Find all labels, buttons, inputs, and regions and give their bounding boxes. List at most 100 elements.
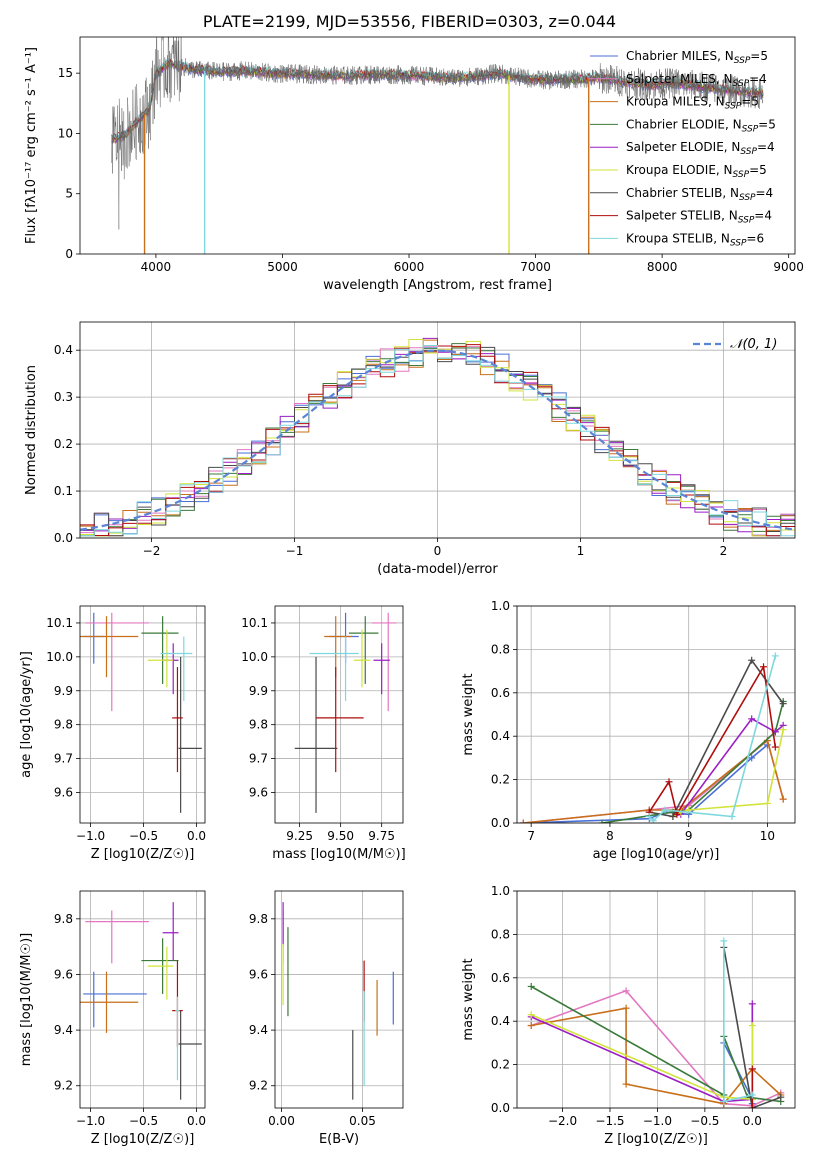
chart-mass_vs_Z: −1.0 −0.5 0.0 9.2 9.4 9.6 9.8 Z [log10(Z/Z☉)] ma… <box>19 890 206 1147</box>
legend-text: Kroupa STELIB, N <box>626 231 730 245</box>
legend-label: Kroupa MILES, NSSP=5 <box>626 95 759 112</box>
x-tick-label: −1 <box>286 544 304 558</box>
x-tick-label: 0.0 <box>743 1114 762 1128</box>
axes-frame <box>274 890 404 1109</box>
series-line-chabrier_elodie <box>530 985 781 1103</box>
series-marker <box>748 1091 756 1099</box>
legend-label: Salpeter ELODIE, NSSP=4 <box>626 140 775 157</box>
plot-area <box>282 902 394 1100</box>
errorbar-point <box>85 612 149 712</box>
x-axis-label: mass [log10(M/M☉)] <box>272 847 405 862</box>
y-axis-label: mass weight <box>461 673 476 755</box>
legend-value: =4 <box>757 140 775 154</box>
y-tick-label: 10.1 <box>46 616 73 630</box>
axes-frame <box>79 605 206 824</box>
series-marker <box>777 1093 785 1101</box>
x-axis-label: E(B-V) <box>319 1132 359 1147</box>
legend-sub: SSP <box>742 124 759 134</box>
series-marker <box>728 812 736 820</box>
y-tick-label: 5 <box>65 187 73 201</box>
x-tick-label: 8000 <box>647 260 678 274</box>
normal-curve <box>80 349 795 531</box>
plot-area <box>111 37 764 254</box>
series-line-salpeter_elodie <box>672 717 784 818</box>
series-marker <box>763 799 771 807</box>
chart-age_vs_Z: −1.0 −0.5 0.0 9.6 9.7 9.8 9.9 10.0 10.1 Z [log10(… <box>19 605 206 862</box>
x-tick-label: 1 <box>577 544 585 558</box>
series-marker <box>720 1097 728 1105</box>
series-marker <box>661 806 669 814</box>
y-tick-label: 0.1 <box>54 484 73 498</box>
plot-area <box>80 612 202 813</box>
legend-sub: SSP <box>733 170 750 180</box>
y-tick-label: 0 <box>65 247 73 261</box>
series-marker <box>673 810 681 818</box>
chart-mass_vs_ebv: 0.00 0.05 9.2 9.4 9.6 9.8 E(B-V) <box>249 890 404 1147</box>
y-tick-label: 0.4 <box>491 1014 510 1028</box>
figure-title: PLATE=2199, MJD=53556, FIBERID=0303, z=0… <box>202 12 617 31</box>
series-marker <box>759 663 767 671</box>
x-tick-label: 2 <box>720 544 728 558</box>
y-tick-label: 10.0 <box>241 650 268 664</box>
x-tick-label: −1.0 <box>76 829 105 843</box>
axes-frame <box>274 605 404 824</box>
errorbar-point <box>147 629 174 688</box>
x-tick-label: 9 <box>685 829 693 843</box>
legend-text: Chabrier STELIB, N <box>626 186 739 200</box>
series-marker <box>527 1022 535 1030</box>
x-tick-label: 0.0 <box>187 1114 206 1128</box>
plot-area <box>294 612 397 813</box>
x-tick-label: 0.0 <box>187 829 206 843</box>
legend-text: Chabrier MILES, N <box>626 49 734 63</box>
errorbar-point <box>83 971 147 1028</box>
x-tick-label: −1.0 <box>643 1114 672 1128</box>
series-marker <box>748 656 756 664</box>
errorbar-point <box>147 946 174 1000</box>
errorbar-point <box>175 996 180 1081</box>
y-tick-label: 0.3 <box>54 390 73 404</box>
chart-weight_vs_Z: −2.0 −1.5 −1.0 −0.5 0.0 0.0 0.2 0.4 0.6 0.8 1.0 Z [… <box>461 884 796 1147</box>
y-tick-label: 9.4 <box>54 1023 73 1037</box>
series-marker <box>771 652 779 660</box>
errorbar-point <box>178 1010 202 1100</box>
histogram-kroupa_stelib <box>80 345 795 537</box>
chart-spectrum: 4000 5000 6000 7000 8000 9000 0 5 10 15 wavelength… <box>24 36 804 293</box>
y-tick-label: 9.6 <box>249 967 268 981</box>
x-tick-label: 7 <box>527 829 535 843</box>
y-tick-label: 9.6 <box>54 967 73 981</box>
series-marker <box>720 937 728 945</box>
y-tick-label: 0.8 <box>491 927 510 941</box>
x-tick-label: 0.00 <box>268 1114 295 1128</box>
y-tick-label: 0.6 <box>491 971 510 985</box>
series-marker <box>748 1000 756 1008</box>
legend-sub: SSP <box>733 79 750 89</box>
plot-area <box>80 902 202 1100</box>
x-tick-label: 9000 <box>773 260 804 274</box>
legend-value: =5 <box>749 163 767 177</box>
errorbar-point <box>80 971 139 1033</box>
y-tick-label: 0.4 <box>491 729 510 743</box>
x-tick-label: −0.5 <box>129 829 158 843</box>
grid <box>80 606 205 823</box>
legend-text: Salpeter MILES, N <box>626 72 733 86</box>
x-tick-label: 9.25 <box>286 829 313 843</box>
x-axis-label: Z [log10(Z/Z☉)] <box>91 847 195 862</box>
legend-value: =4 <box>749 72 767 86</box>
x-tick-label: −1.0 <box>76 1114 105 1128</box>
y-tick-label: 9.6 <box>249 785 268 799</box>
legend: 𝒩(0, 1) <box>693 337 777 352</box>
series-marker <box>622 987 630 995</box>
errorbar-point <box>329 612 359 664</box>
errorbar-point <box>162 643 179 695</box>
legend-label: 𝒩(0, 1) <box>730 337 777 352</box>
y-axis-label: mass weight <box>461 958 476 1040</box>
legend-label: Salpeter MILES, NSSP=4 <box>626 72 767 89</box>
axes-frame <box>516 605 796 824</box>
legend-text: Salpeter ELODIE, N <box>626 140 740 154</box>
x-tick-label: 4000 <box>141 260 172 274</box>
errorbar-point <box>162 902 179 961</box>
legend-value: =4 <box>754 209 772 223</box>
errorbar-point <box>172 667 183 773</box>
y-tick-label: 0.8 <box>491 642 510 656</box>
series-marker <box>669 812 677 820</box>
